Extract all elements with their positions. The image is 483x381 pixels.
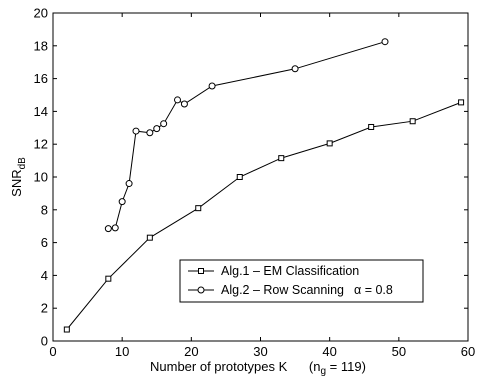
series-1-line [66, 101, 462, 330]
data-point-circle [174, 96, 181, 104]
data-point-circle [104, 225, 112, 233]
legend: Alg.1 – EM Classification Alg.2 – Row Sc… [179, 259, 424, 303]
legend-box [179, 259, 424, 303]
data-point-circle [180, 100, 188, 108]
y-tick-label: 14 [34, 104, 48, 119]
series-layer [63, 38, 465, 333]
x-tick-label: 30 [253, 344, 267, 359]
legend-label-alg2: Alg.2 – Row Scanning α = 0.8 [221, 283, 393, 297]
data-point-circle [118, 198, 126, 206]
data-point-square [326, 140, 333, 147]
y-tick-label: 2 [41, 301, 48, 316]
legend-label-alg1: Alg.1 – EM Classification [221, 264, 359, 278]
y-axis-label: SNRdB [9, 157, 28, 197]
data-point-square [146, 234, 153, 241]
x-tick-label: 10 [115, 344, 129, 359]
data-point-square [458, 99, 465, 106]
y-tick-label: 8 [41, 202, 48, 217]
axis-ticks [52, 12, 469, 342]
data-point-square [195, 205, 202, 212]
legend-marker-circle [197, 286, 205, 294]
y-tick-label: 10 [34, 170, 48, 185]
axis-tick-labels: 0 10 20 30 40 50 60 0 2 4 6 8 10 12 14 16 18 20 [34, 6, 476, 360]
data-point-square [278, 155, 285, 162]
x-tick-label: 40 [322, 344, 336, 359]
y-tick-label: 12 [34, 137, 48, 152]
data-point-circle [291, 65, 299, 73]
x-tick-label: 0 [49, 344, 56, 359]
y-tick-label: 4 [41, 268, 48, 283]
data-point-square [236, 174, 243, 180]
data-point-circle [208, 82, 216, 90]
data-point-square [63, 326, 70, 333]
data-point-square [368, 123, 375, 130]
data-point-circle [125, 180, 133, 188]
y-tick-label: 16 [34, 71, 48, 86]
y-tick-label: 18 [34, 38, 48, 53]
x-tick-label: 60 [461, 344, 475, 359]
data-point-circle [381, 38, 389, 46]
data-point-circle [111, 224, 119, 232]
x-tick-label: 20 [184, 344, 198, 359]
series-1 [63, 99, 465, 333]
legend-marker-square [198, 268, 204, 274]
series-2 [104, 38, 389, 233]
y-tick-label: 0 [41, 334, 48, 349]
data-point-circle [153, 125, 161, 133]
x-axis-label: Number of prototypes K (ng = 119) [150, 359, 366, 377]
x-tick-label: 50 [392, 344, 406, 359]
y-tick-label: 20 [34, 6, 48, 21]
data-point-square [105, 275, 112, 282]
y-tick-label: 6 [41, 235, 48, 250]
data-point-square [409, 118, 416, 125]
data-point-circle [146, 129, 154, 137]
data-point-circle [132, 127, 140, 135]
data-point-circle [160, 120, 168, 128]
